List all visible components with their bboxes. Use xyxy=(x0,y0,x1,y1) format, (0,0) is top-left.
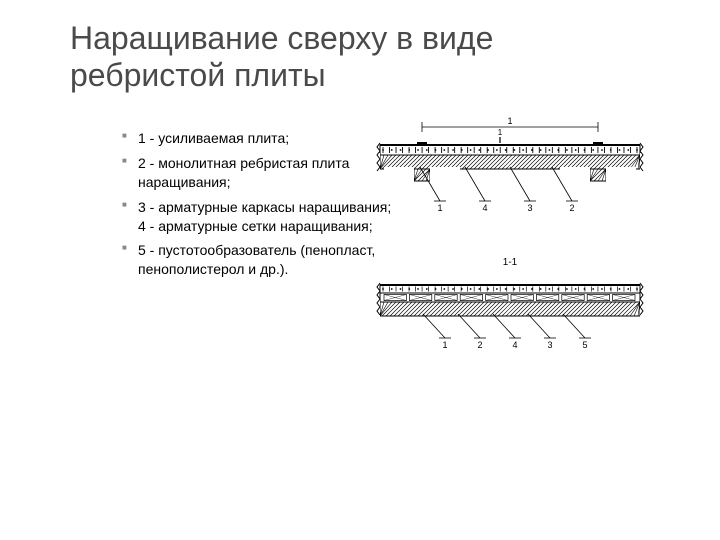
svg-text:5: 5 xyxy=(582,340,587,350)
svg-text:1: 1 xyxy=(442,340,447,350)
svg-text:2: 2 xyxy=(477,340,482,350)
svg-text:1: 1 xyxy=(498,128,503,137)
section-diagram: 1114321-112435 xyxy=(350,110,660,360)
slide-title: Наращивание сверху в виде ребристой плит… xyxy=(70,20,650,94)
svg-text:1-1: 1-1 xyxy=(503,257,518,268)
svg-text:3: 3 xyxy=(547,340,552,350)
svg-text:1: 1 xyxy=(507,116,512,126)
svg-text:3: 3 xyxy=(527,203,532,213)
svg-text:4: 4 xyxy=(512,340,517,350)
svg-text:4: 4 xyxy=(482,203,487,213)
svg-text:2: 2 xyxy=(569,203,574,213)
svg-text:1: 1 xyxy=(437,203,442,213)
